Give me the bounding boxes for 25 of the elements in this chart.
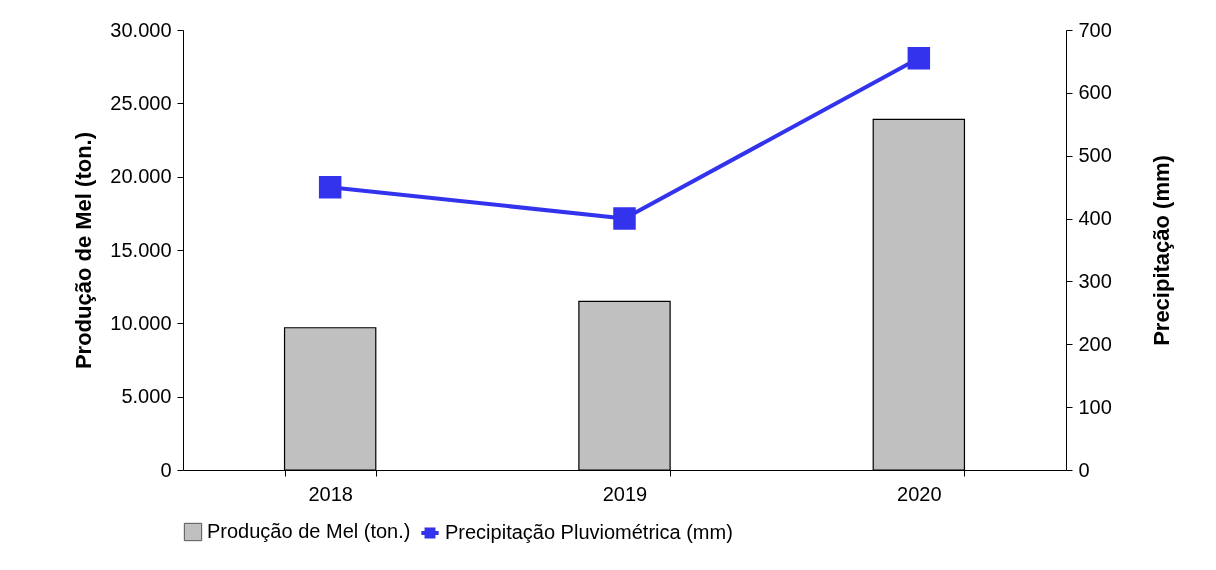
y-tick-label: 30.000: [110, 18, 172, 41]
point: [318, 175, 342, 199]
y2-tick-label: 100: [1078, 395, 1112, 418]
y-tick-label: 0: [160, 458, 172, 481]
y2-tick-label: 600: [1078, 81, 1112, 104]
x-tick-label: 2019: [602, 482, 648, 505]
x-tick-label: 2018: [308, 482, 353, 505]
y-tick-label: 5.000: [121, 385, 172, 408]
y2-tick-label: 200: [1078, 332, 1112, 355]
x-tick-label: 2020: [897, 482, 942, 505]
y2-axis-title: Precipitação (mm): [1148, 155, 1174, 346]
y2-tick-label: 400: [1078, 207, 1112, 230]
y-tick-label: 20.000: [110, 165, 172, 188]
y2-tick-label: 700: [1078, 18, 1112, 41]
y2-tick-label: 300: [1078, 269, 1112, 292]
legend-label: Precipitação Pluviométrica (mm): [445, 521, 733, 543]
y-tick-label: 10.000: [110, 311, 172, 334]
y-tick-label: 25.000: [110, 91, 172, 114]
point: [613, 207, 636, 230]
legend-label: Produção de Mel (ton.): [207, 520, 411, 542]
y-tick-label: 15.000: [110, 238, 172, 261]
y-axis-title: Produção de Mel (ton.): [71, 131, 97, 370]
y2-tick-label: 500: [1078, 144, 1112, 167]
point: [907, 47, 931, 70]
y2-tick-label: 0: [1078, 458, 1090, 481]
